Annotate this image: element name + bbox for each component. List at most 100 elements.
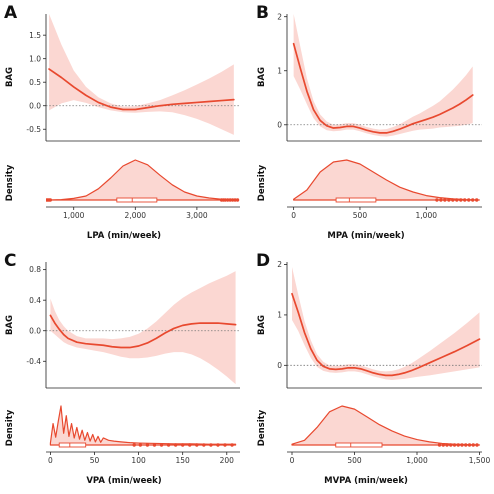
outlier-point [166, 443, 171, 447]
outlier-point [152, 443, 157, 447]
outlier-point [441, 443, 445, 447]
y-tick-label: -0.5 [26, 125, 41, 134]
outlier-point [223, 443, 227, 447]
y-tick-label: -0.4 [26, 357, 41, 366]
y-axis-title-bag: BAG [257, 315, 267, 335]
x-tick-label: 0 [291, 211, 296, 220]
y-tick-label: 1.0 [29, 54, 41, 63]
density-plot-area [291, 405, 481, 448]
outlier-point [467, 198, 471, 202]
x-tick-label: 3,000 [186, 211, 208, 220]
y-tick-label: 2 [277, 260, 282, 269]
y-tick-label: 2 [277, 12, 282, 21]
x-tick-label: 1,500 [469, 456, 491, 465]
x-tick-label: 0 [48, 456, 53, 465]
y-tick-label: 0.0 [29, 101, 41, 110]
outlier-point [449, 443, 453, 447]
y-tick-label: 0.8 [29, 265, 41, 274]
fit-plot-area [287, 267, 482, 380]
density-plot-area [293, 159, 480, 203]
confidence-band [50, 271, 236, 385]
y-tick-label: 0 [277, 361, 282, 370]
fit-line [49, 314, 237, 349]
outlier-point [460, 443, 464, 447]
outlier-point [447, 198, 451, 202]
outlier-point [145, 443, 150, 447]
y-tick-label: 0.4 [29, 296, 41, 305]
outlier-point [464, 443, 468, 447]
box-iqr [116, 197, 158, 203]
panel-letter: B [256, 3, 269, 23]
outlier-point [230, 443, 234, 447]
x-axis-title: LPA (min/week) [87, 231, 161, 241]
outlier-point [230, 198, 235, 202]
x-tick-label: 1,000 [406, 456, 428, 465]
x-tick-label: 200 [220, 456, 235, 465]
outlier-point [225, 198, 230, 202]
confidence-band [292, 267, 480, 380]
outlier-point [228, 198, 232, 202]
y-tick-label: 0.5 [29, 78, 41, 87]
outlier-point [452, 443, 457, 447]
y-tick-label: 1 [277, 66, 282, 75]
fit-plot-area [46, 14, 240, 135]
outlier-point [223, 198, 227, 202]
confidence-band [293, 14, 473, 137]
density-curve [49, 405, 237, 446]
outlier-point [209, 443, 213, 447]
fit-plot-area [287, 14, 482, 137]
outlier-point [467, 443, 472, 447]
panel-D: D 0 1 2 BAG Density 0 500 1,000 1,500 MVPA (min/we… [256, 251, 490, 486]
fit-line [292, 42, 474, 134]
y-axis-title-density: Density [257, 409, 267, 446]
outlier-point [435, 198, 439, 202]
panel-letter: C [4, 251, 16, 271]
y-axis-title-density: Density [5, 409, 15, 446]
x-tick-label: 1,000 [63, 211, 85, 220]
panel-C: C -0.4 0.0 0.4 0.8 BAG Density 0 50 100 150 200 VPA … [4, 251, 240, 486]
outlier-point [456, 443, 460, 447]
x-tick-label: 2,000 [125, 211, 147, 220]
y-axis-title-bag: BAG [5, 315, 15, 335]
outlier-point [202, 443, 206, 447]
panel-A: A -0.5 0.0 0.5 1.0 1.5 BAG Density 1,000 2,000 3,0… [4, 3, 240, 241]
y-axis-title-bag: BAG [257, 67, 267, 87]
panel-letter: D [256, 251, 270, 271]
outlier-point [159, 443, 164, 447]
x-tick-label: 100 [131, 456, 146, 465]
x-tick-label: 0 [290, 456, 295, 465]
outlier-point [455, 198, 459, 202]
outlier-point [474, 198, 479, 202]
confidence-band [49, 14, 234, 135]
outlier-point [233, 198, 237, 202]
outlier-point [180, 443, 185, 447]
outlier-point [451, 198, 455, 202]
x-tick-label: 150 [176, 456, 191, 465]
panel-B: B 0 1 2 BAG Density 0 500 1,000 MPA (min/week) [256, 3, 482, 241]
outlier-point [443, 198, 447, 202]
fit-line [48, 68, 235, 111]
outlier-point [463, 198, 467, 202]
y-tick-label: 1.5 [29, 31, 41, 40]
x-tick-label: 50 [90, 456, 100, 465]
outlier-point [173, 443, 178, 447]
density-plot-area [49, 405, 237, 448]
outlier-point [437, 443, 442, 447]
outlier-point [235, 198, 240, 202]
x-tick-label: 1,000 [416, 211, 438, 220]
box-iqr [58, 442, 87, 448]
y-axis-title-bag: BAG [5, 67, 15, 87]
box-iqr [335, 197, 377, 203]
y-axis-title-density: Density [257, 164, 267, 201]
x-tick-label: 500 [347, 456, 362, 465]
outlier-point [188, 443, 192, 447]
outlier-point [459, 198, 463, 202]
density-plot-area [46, 159, 240, 203]
y-tick-label: 1 [277, 311, 282, 320]
x-axis-title: VPA (min/week) [86, 476, 161, 486]
outlier-point [132, 443, 136, 447]
y-tick-label: 0 [277, 120, 282, 129]
density-curve [48, 159, 235, 201]
density-curve [291, 405, 481, 446]
x-axis-title: MPA (min/week) [327, 231, 404, 241]
